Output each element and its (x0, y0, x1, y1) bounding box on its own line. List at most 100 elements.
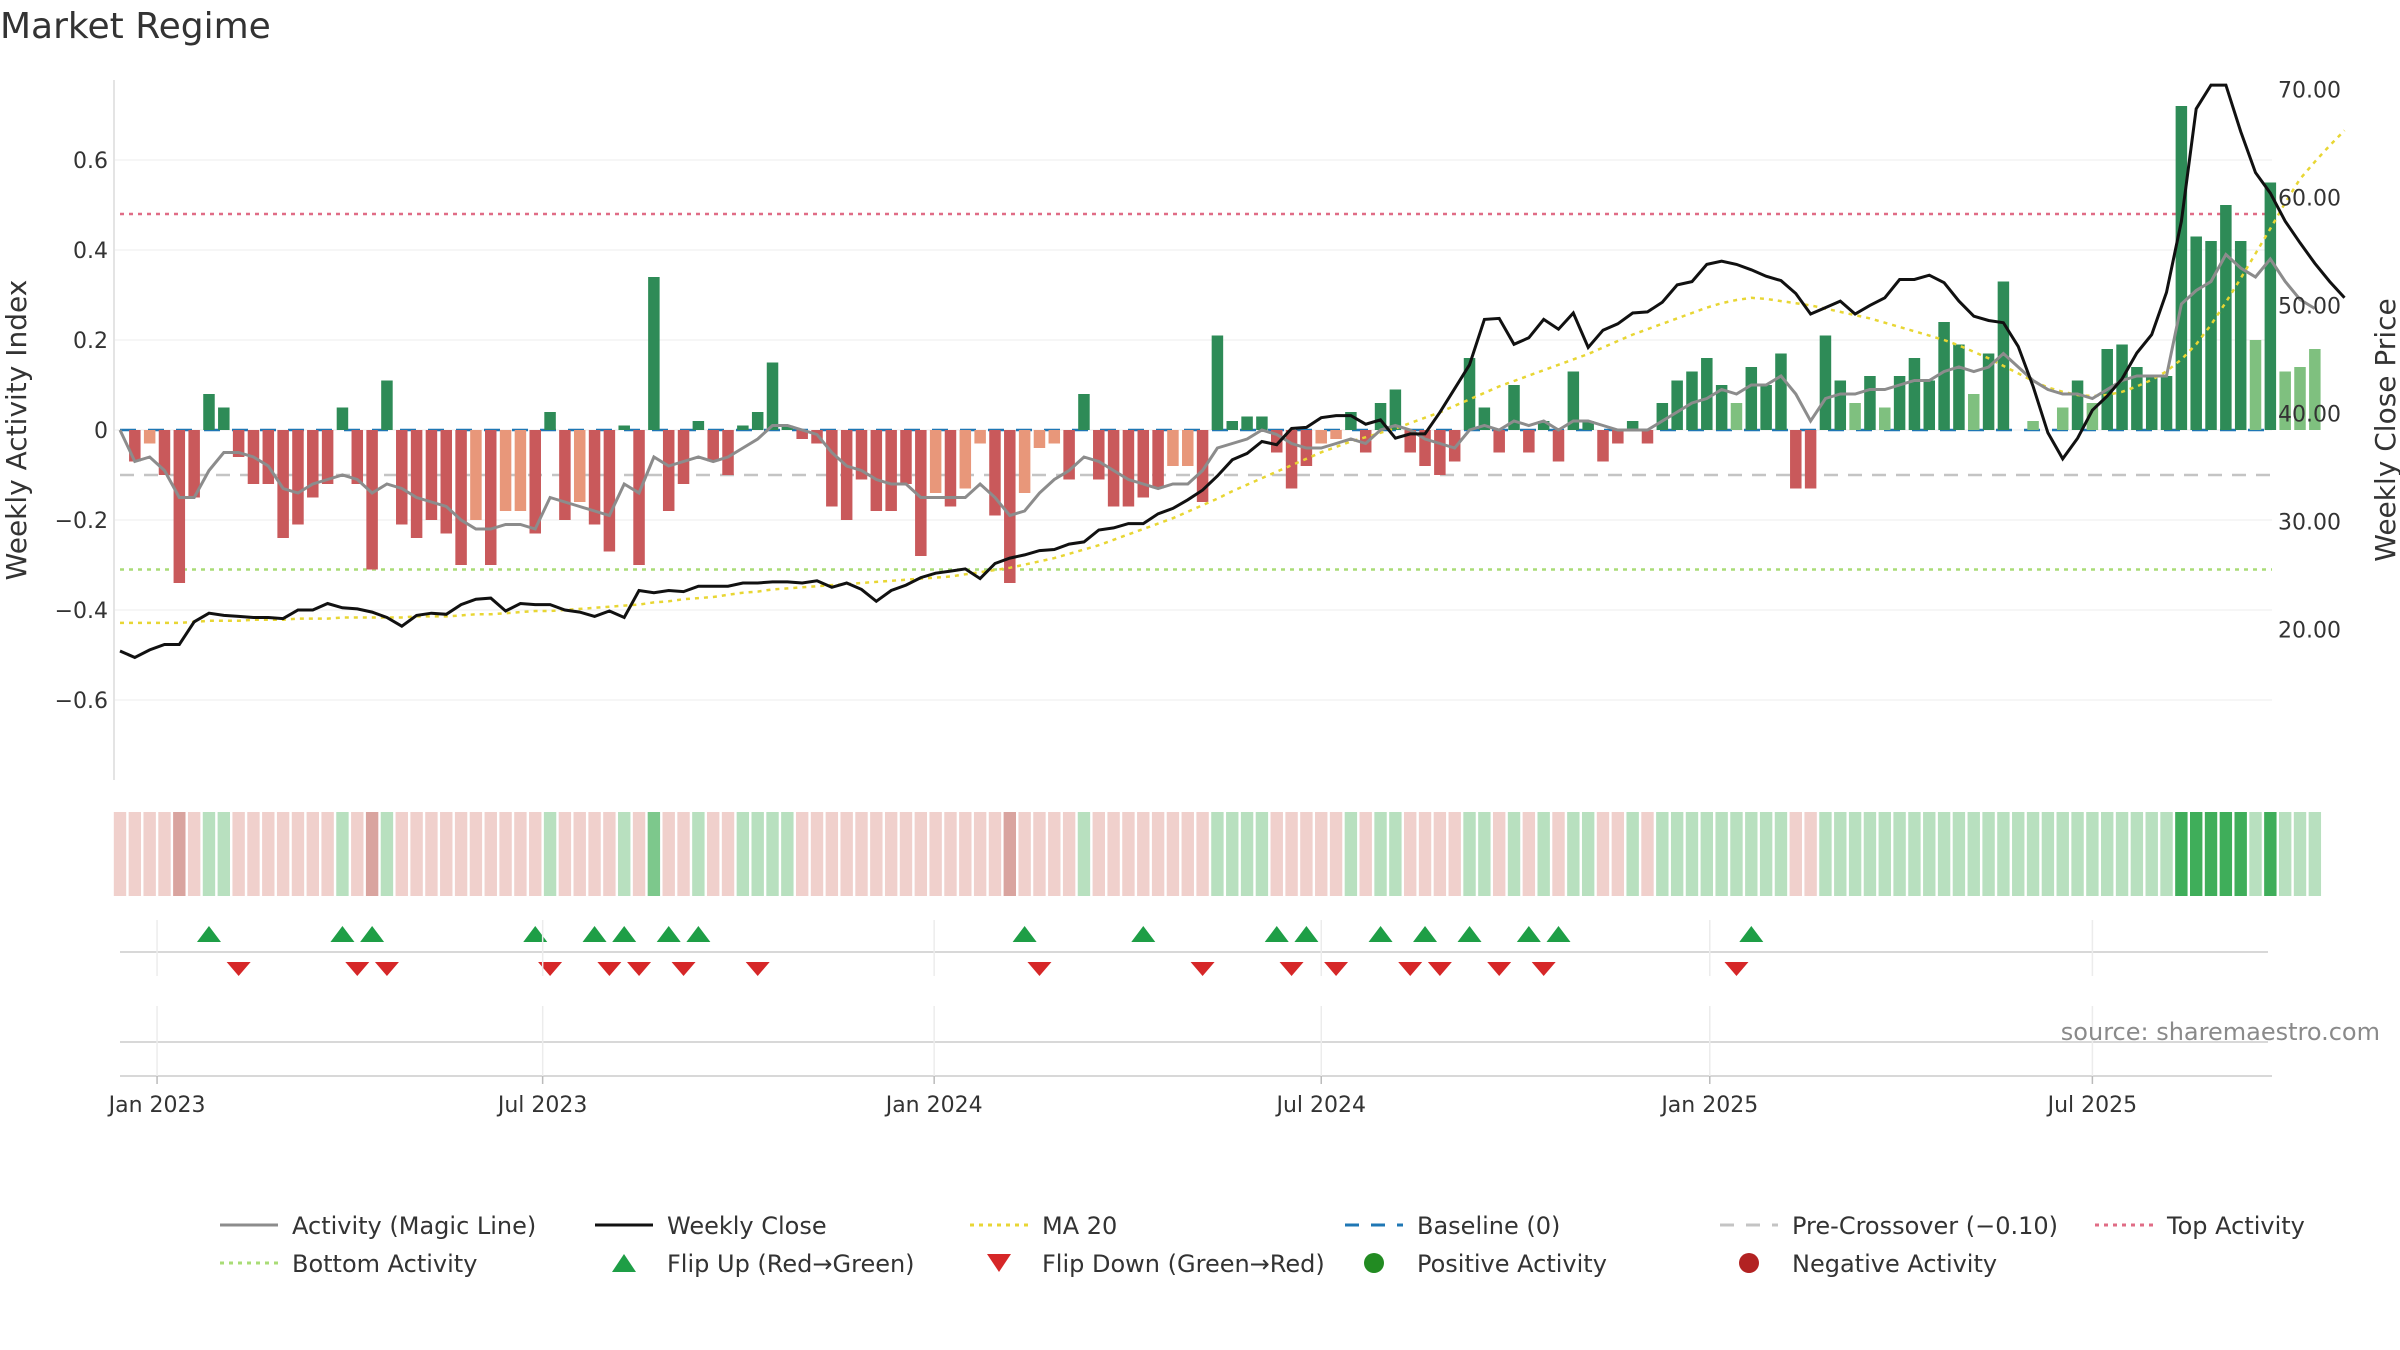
regime-strip-cell (1552, 812, 1565, 896)
regime-strip-cell (1122, 812, 1135, 896)
y2-tick-label: 50.00 (2278, 294, 2341, 319)
activity-bar (2056, 407, 2069, 430)
x-tick-label: Jan 2023 (107, 1093, 206, 1118)
flip-up-marker (523, 926, 548, 942)
regime-strip-cell (1433, 812, 1447, 896)
regime-strip-cell (1596, 812, 1610, 896)
regime-strip-cell (2264, 812, 2277, 896)
activity-bar (2190, 236, 2202, 430)
regime-strip-cell (1908, 812, 1921, 896)
regime-strip-cell (988, 812, 1002, 896)
regime-strip-cell (1107, 812, 1120, 896)
activity-bar (944, 430, 957, 507)
activity-bar (1819, 335, 1832, 430)
y2-tick-label: 40.00 (2278, 402, 2341, 427)
activity-bar (722, 430, 734, 475)
flip-down-marker (1427, 962, 1452, 976)
activity-bar (1641, 430, 1654, 444)
magic-line (118, 252, 2316, 531)
flip-down-marker (671, 962, 696, 976)
activity-bar (1864, 376, 1876, 430)
x-tick-label: Jul 2024 (1274, 1093, 1366, 1118)
activity-bar (1359, 430, 1372, 453)
activity-bar (1137, 430, 1150, 498)
regime-strip-cell (1522, 812, 1536, 896)
regime-strip-cell (1374, 812, 1387, 896)
regime-strip-cell (1685, 812, 1699, 896)
regime-strip-cell (336, 812, 349, 896)
activity-bar (1612, 430, 1624, 444)
activity-bar (188, 430, 200, 498)
regime-strip-cell (840, 812, 853, 896)
regime-strip (113, 812, 2322, 896)
regime-strip-cell (1285, 812, 1298, 896)
regime-strip-cell (2145, 812, 2158, 896)
regime-strip-cell (1700, 812, 1714, 896)
regime-strip-cell (1982, 812, 1995, 896)
activity-bar (1004, 430, 1016, 583)
activity-bar (766, 362, 779, 430)
regime-strip-cell (1937, 812, 1951, 896)
regime-strip-cell (1967, 812, 1980, 896)
activity-bar (381, 380, 393, 430)
regime-strip-cell (2130, 812, 2144, 896)
activity-bar (1018, 430, 1031, 493)
flip-up-marker (1739, 926, 1764, 942)
activity-bar (129, 430, 141, 462)
regime-strip-cell (2278, 812, 2292, 896)
activity-bar (485, 430, 497, 565)
activity-bar (588, 430, 601, 525)
regime-strip-cell (440, 812, 453, 896)
activity-bar (203, 394, 215, 430)
activity-bar (1982, 353, 1995, 430)
regime-strip-cell (721, 812, 735, 896)
regime-strip-cell (1670, 812, 1684, 896)
activity-bar (1419, 430, 1431, 466)
regime-strip-cell (1344, 812, 1358, 896)
flip-up-marker (1546, 926, 1571, 942)
activity-bar (796, 430, 808, 439)
activity-bar (1908, 358, 1921, 430)
activity-bar (1745, 367, 1758, 430)
activity-bar (1256, 416, 1268, 430)
activity-bar (1107, 430, 1120, 507)
regime-strip-cell (1211, 812, 1224, 896)
regime-strip-cell (351, 812, 364, 896)
activity-bar (1345, 412, 1357, 430)
x-tick-label: Jan 2025 (1659, 1093, 1758, 1118)
legend-label: Pre-Crossover (−0.10) (1792, 1212, 2058, 1240)
activity-bar (1804, 430, 1817, 489)
regime-strip-cell (543, 812, 557, 896)
activity-bar (781, 425, 794, 430)
flip-up-marker (1264, 926, 1289, 942)
weekly-close-line (119, 83, 2346, 660)
regime-strip-cell (1359, 812, 1372, 896)
legend: Activity (Magic Line) Weekly Close MA 20 Ba… (220, 1212, 2305, 1278)
activity-bar (455, 430, 467, 565)
regime-strip-cell (1819, 812, 1832, 896)
regime-strip-cell (365, 812, 379, 896)
activity-bar (2027, 421, 2039, 430)
flip-up-marker (686, 926, 711, 942)
regime-strip-cell (855, 812, 868, 896)
chart-title: Market Regime (0, 6, 271, 47)
regime-strip-cell (1626, 812, 1639, 896)
activity-bar (2205, 241, 2217, 430)
regime-strip-cell (1848, 812, 1862, 896)
regime-strip-cell (677, 812, 690, 896)
regime-strip-cell (321, 812, 334, 896)
regime-strip-cell (425, 812, 438, 896)
regime-strip-cell (632, 812, 646, 896)
flip-up-marker (582, 926, 607, 942)
regime-strip-cell (1567, 812, 1580, 896)
activity-bar (1434, 430, 1446, 475)
activity-bar (2116, 344, 2128, 430)
activity-bar (1078, 394, 1090, 430)
regime-strip-cell (2041, 812, 2055, 896)
regime-strip-cell (484, 812, 497, 896)
flip-up-marker (330, 926, 355, 942)
y2-tick-label: 70.00 (2278, 78, 2341, 103)
regime-strip-cell (662, 812, 675, 896)
activity-bar (648, 277, 660, 430)
regime-strip-cell (2160, 812, 2173, 896)
